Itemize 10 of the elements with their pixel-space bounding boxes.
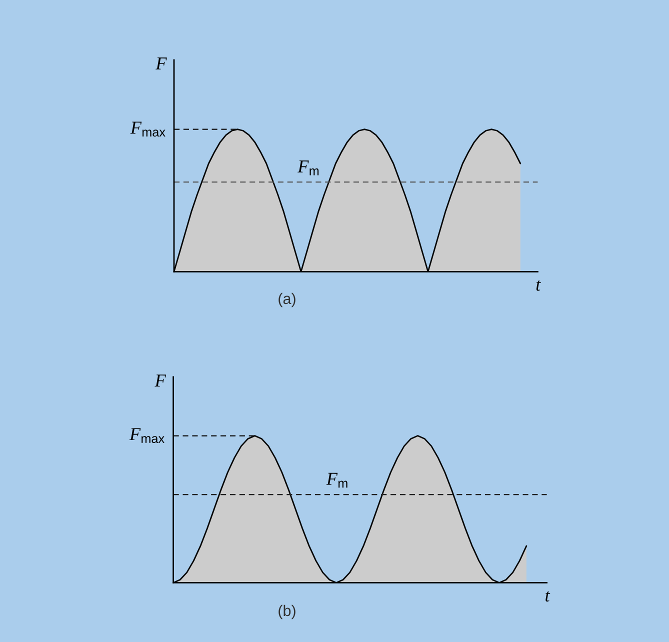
y-axis-title: F xyxy=(154,374,166,386)
x-axis-title: t xyxy=(536,280,541,291)
text: (a) xyxy=(278,292,296,308)
x-axis-title: t xyxy=(546,591,550,602)
y-axis-title: F xyxy=(156,58,167,70)
ref-line-label: F$_{max}$ xyxy=(130,122,166,137)
ref-line-label: F$_{m}$ xyxy=(298,160,319,176)
ref-line-label: F$_{m}$ xyxy=(326,472,348,488)
ref-line-label: F$_{max}$ xyxy=(129,428,164,444)
text: (b) xyxy=(278,604,296,620)
